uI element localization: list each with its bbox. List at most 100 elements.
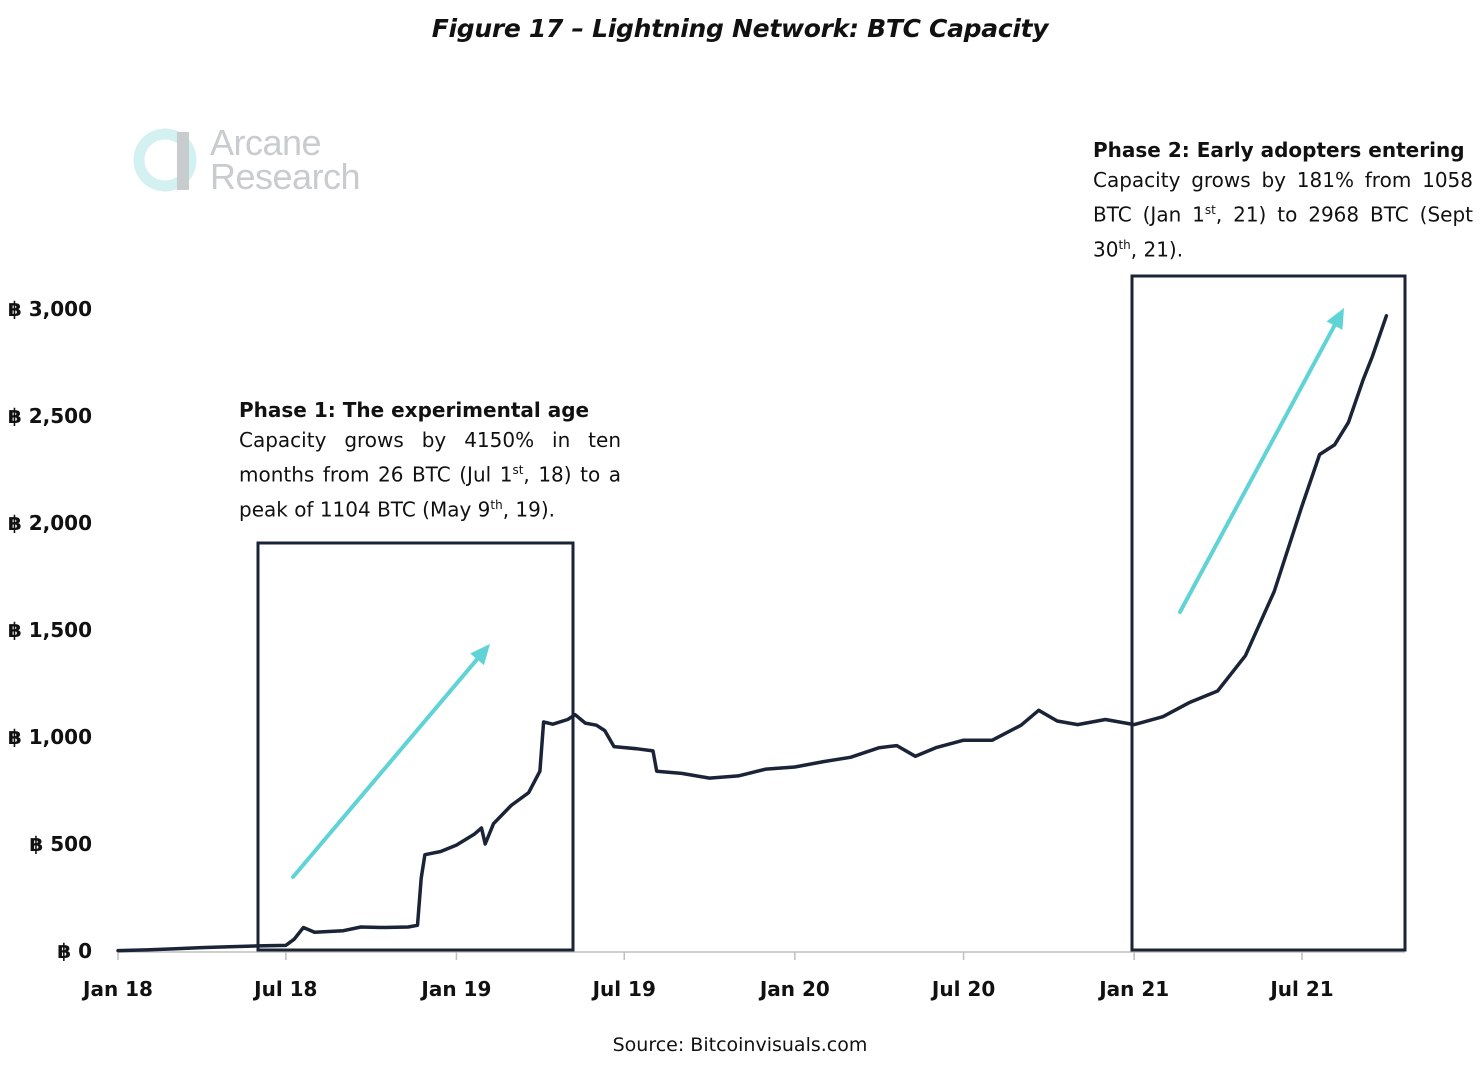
data-point — [552, 723, 554, 725]
data-point — [510, 804, 512, 807]
data-point — [293, 938, 296, 940]
phase1-annotation: Phase 1: The experimental age Capacity g… — [239, 395, 621, 524]
data-point — [257, 945, 259, 947]
data-point — [962, 739, 965, 741]
phase2-box — [1130, 274, 1407, 952]
y-tick-label: ฿ 2,000 — [8, 511, 92, 535]
capacity-series-line — [116, 314, 1389, 953]
y-tick-label: ฿ 2,500 — [8, 404, 92, 428]
data-point — [285, 944, 287, 947]
arcane-research-logo: Arcane Research — [132, 124, 392, 196]
source-note: Source: Bitcoinvisuals.com — [612, 1034, 868, 1056]
y-axis: ฿ 0 ฿ 500 ฿ 1,000 ฿ 1,500 ฿ 2,000 ฿ 2,500 ฿ 3,… — [8, 297, 92, 963]
data-point — [1273, 590, 1275, 593]
data-point — [1385, 315, 1388, 317]
phase2-title: Phase 2: Early adopters entering — [1093, 138, 1465, 162]
data-point — [228, 945, 231, 948]
data-point — [1188, 702, 1190, 704]
x-tick-label: Jul 21 — [1268, 977, 1333, 1001]
phase2-arrow-shaft — [1178, 323, 1337, 614]
data-point — [1037, 709, 1040, 712]
data-point — [1362, 378, 1364, 381]
phase1-arrow-head — [470, 644, 490, 666]
data-point — [566, 718, 569, 721]
data-point — [822, 760, 825, 763]
logo-line-1: Arcane — [210, 122, 322, 163]
phase-boxes — [256, 274, 1407, 952]
y-tick-label: ฿ 1,000 — [8, 725, 92, 749]
data-point — [1162, 715, 1164, 718]
data-point — [935, 746, 937, 749]
logo-wordmark: Arcane Research — [210, 122, 361, 197]
data-point — [439, 850, 442, 853]
data-point — [145, 949, 148, 951]
data-point — [1216, 690, 1219, 692]
x-tick-label: Jul 19 — [591, 977, 656, 1001]
data-point — [313, 931, 316, 933]
series-group — [116, 314, 1389, 953]
data-point — [914, 755, 917, 758]
data-point — [849, 756, 852, 759]
phase2-body: Capacity grows by 181% from 1058 BTC (Ja… — [1093, 168, 1473, 262]
data-point — [708, 777, 711, 779]
data-point — [1333, 444, 1336, 446]
phase1-title: Phase 1: The experimental age — [239, 398, 590, 422]
data-point — [584, 722, 587, 724]
data-point — [1347, 421, 1350, 424]
phase2-arrow — [1178, 308, 1344, 614]
logo-line-2: Research — [210, 156, 361, 197]
data-point — [680, 772, 683, 775]
data-point — [455, 844, 458, 846]
figure-title: Figure 17 – Lightning Network: BTC Capac… — [431, 14, 1049, 43]
x-tick-label: Jan 19 — [419, 977, 491, 1001]
x-axis: Jan 18 Jul 18 Jan 19 Jul 19 Jan 20 Jul 20 Jan … — [81, 951, 1405, 1001]
data-point — [117, 949, 119, 952]
data-point — [420, 877, 423, 879]
x-tick-label: Jan 21 — [1097, 977, 1169, 1001]
data-point — [595, 724, 598, 726]
phase1-box — [256, 541, 575, 952]
y-tick-label: ฿ 1,500 — [8, 618, 92, 642]
data-point — [542, 721, 545, 723]
data-point — [737, 775, 740, 777]
data-point — [636, 748, 638, 750]
data-point — [574, 713, 576, 716]
x-tick-label: Jan 18 — [81, 977, 153, 1001]
data-point — [604, 729, 606, 732]
x-tick-label: Jul 20 — [930, 977, 995, 1001]
data-point — [765, 768, 767, 770]
data-point — [416, 924, 419, 927]
phase2-arrow-head — [1326, 308, 1344, 330]
data-point — [383, 926, 385, 929]
data-point — [1244, 654, 1247, 657]
data-point — [1318, 453, 1321, 456]
data-point — [878, 746, 880, 749]
data-point — [200, 946, 203, 949]
data-point — [1133, 723, 1135, 726]
data-point — [342, 929, 345, 932]
y-tick-label: ฿ 3,000 — [8, 297, 92, 321]
data-point — [613, 745, 615, 748]
phase2-annotation: Phase 2: Early adopters entering Capacit… — [1093, 135, 1473, 264]
x-tick-label: Jan 20 — [758, 977, 830, 1001]
data-point — [360, 926, 362, 928]
data-point — [1020, 724, 1022, 726]
y-tick-label: ฿ 500 — [29, 832, 92, 856]
phase1-arrow-shaft — [291, 657, 480, 879]
arcane-logo-mark-icon — [133, 128, 197, 192]
data-point — [492, 822, 495, 825]
data-point — [407, 926, 410, 928]
x-tick-label: Jul 18 — [252, 977, 317, 1001]
data-point — [896, 744, 898, 747]
data-point — [655, 770, 658, 772]
data-point — [539, 770, 541, 772]
data-point — [484, 843, 487, 845]
phase1-body: Capacity grows by 4150% in ten months fr… — [239, 428, 622, 522]
data-point — [171, 948, 174, 950]
data-point — [1371, 355, 1374, 357]
data-point — [1301, 505, 1303, 507]
data-point — [794, 766, 796, 768]
data-point — [302, 926, 305, 929]
data-point — [1076, 723, 1079, 726]
